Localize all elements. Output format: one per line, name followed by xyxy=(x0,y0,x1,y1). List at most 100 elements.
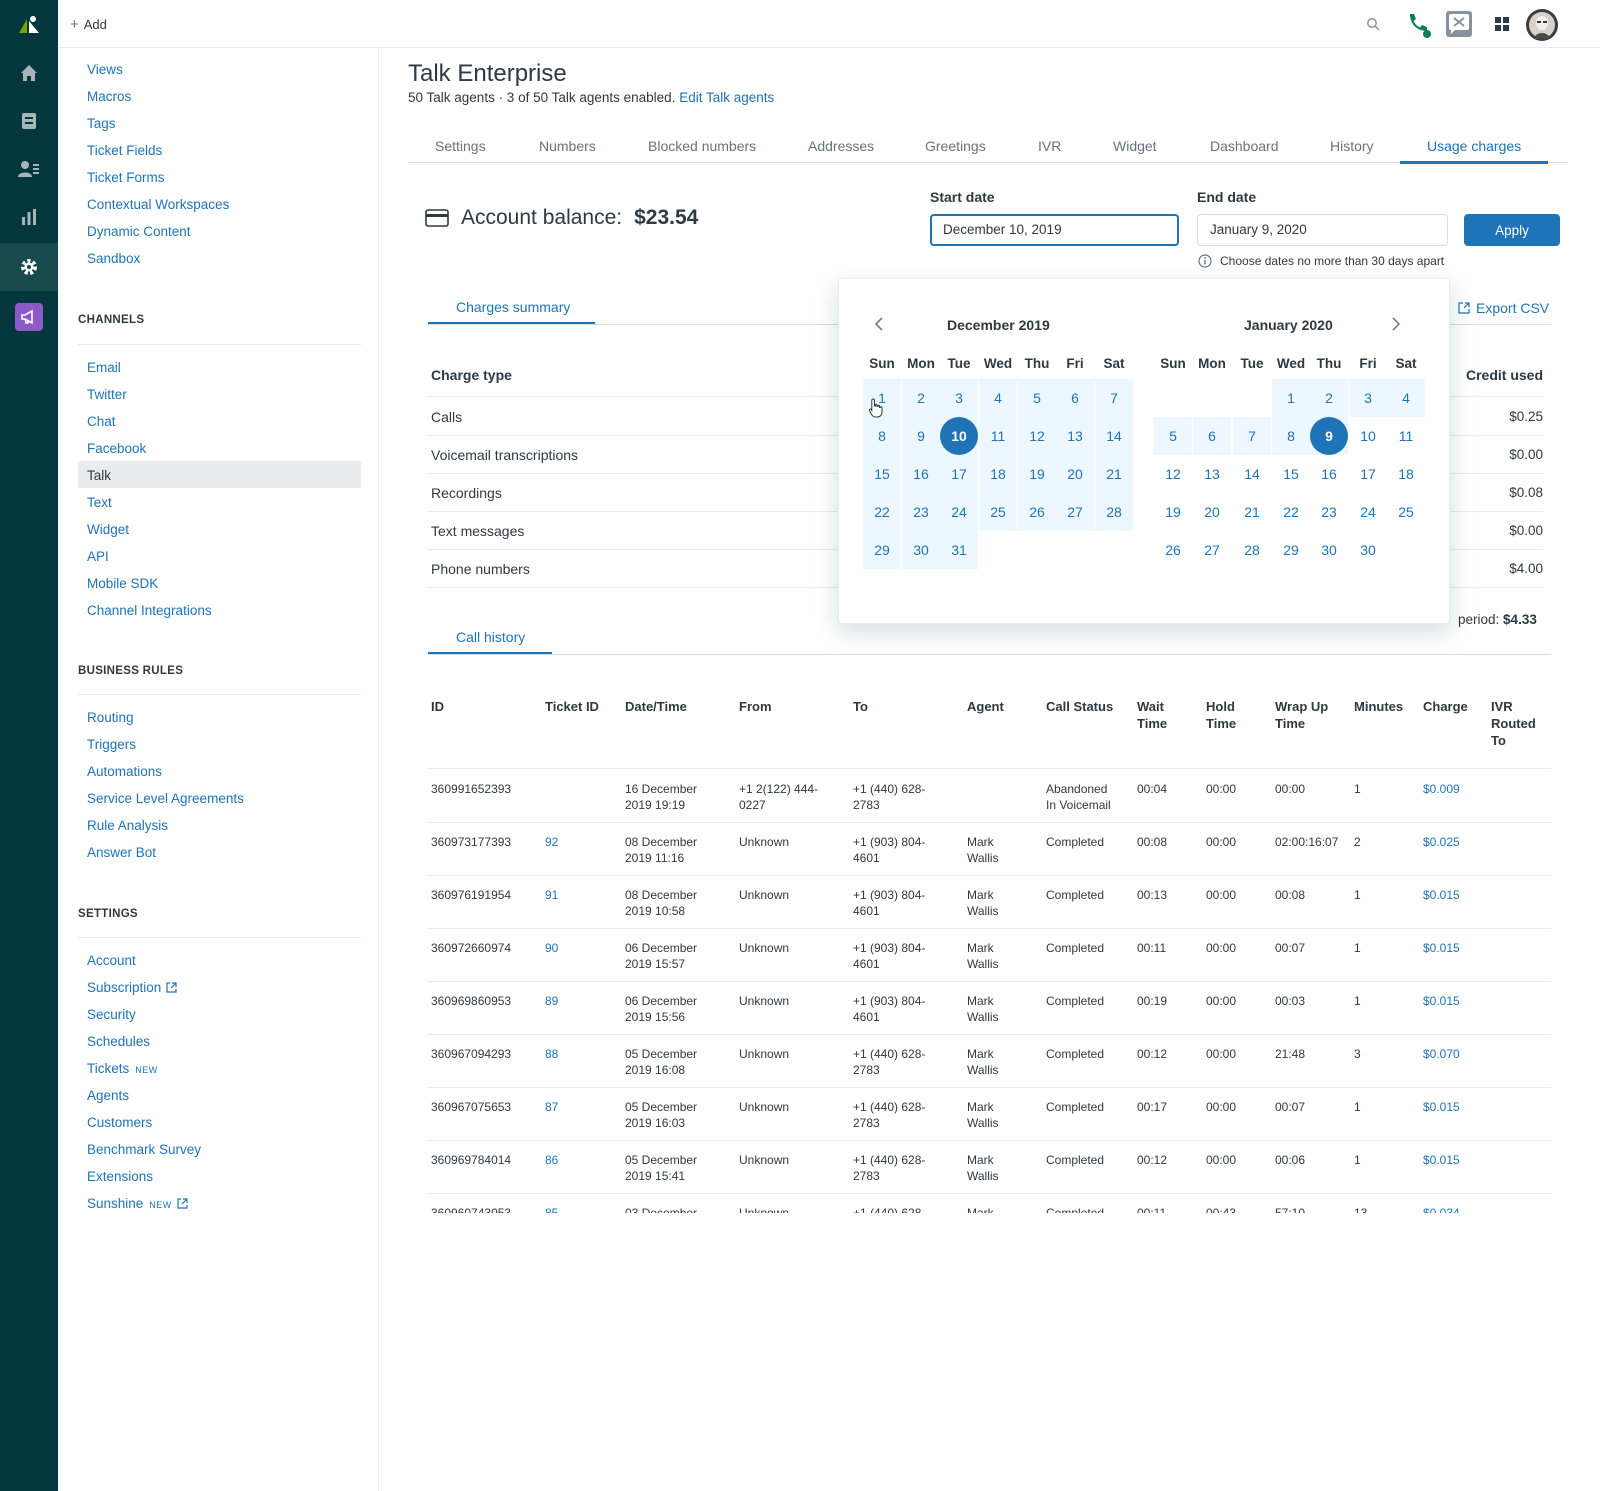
calendar-day[interactable]: 30 xyxy=(902,531,940,569)
tab-call-history[interactable]: Call history xyxy=(456,629,526,645)
views-icon[interactable] xyxy=(0,98,58,144)
tab-numbers[interactable]: Numbers xyxy=(539,138,596,154)
sidebar-item-facebook[interactable]: Facebook xyxy=(87,441,147,456)
calendar-day[interactable]: 7 xyxy=(1095,379,1133,417)
sidebar-item-schedules[interactable]: Schedules xyxy=(87,1034,151,1049)
calendar-day[interactable]: 18 xyxy=(1398,466,1414,482)
sidebar-item-routing[interactable]: Routing xyxy=(87,710,134,725)
ticket-link[interactable]: 91 xyxy=(545,888,559,902)
charge-link[interactable]: $0.009 xyxy=(1423,782,1460,796)
calendar-day[interactable]: 9 xyxy=(902,417,940,455)
calendar-day[interactable]: 20 xyxy=(1204,504,1220,520)
calendar-day[interactable]: 2 xyxy=(1310,379,1348,417)
calendar-day[interactable]: 11 xyxy=(979,417,1017,455)
calendar-day[interactable]: 6 xyxy=(1056,379,1094,417)
sidebar-item-account[interactable]: Account xyxy=(87,953,136,968)
ticket-link[interactable]: 89 xyxy=(545,994,559,1008)
end-date-input[interactable]: January 9, 2020 xyxy=(1197,214,1448,246)
calendar-day[interactable]: 14 xyxy=(1095,417,1133,455)
ticket-link[interactable]: 92 xyxy=(545,835,559,849)
sidebar-item-ticket-fields[interactable]: Ticket Fields xyxy=(87,143,163,158)
edit-talk-agents-link[interactable]: Edit Talk agents xyxy=(679,90,775,105)
sidebar-item-agents[interactable]: Agents xyxy=(87,1088,130,1103)
sidebar-item-security[interactable]: Security xyxy=(87,1007,136,1022)
calendar-day[interactable]: 12 xyxy=(1018,417,1056,455)
calendar-day[interactable]: 27 xyxy=(1204,542,1220,558)
calendar-day[interactable]: 15 xyxy=(863,455,901,493)
sidebar-item-customers[interactable]: Customers xyxy=(87,1115,153,1130)
sidebar-item-dynamic-content[interactable]: Dynamic Content xyxy=(87,224,191,239)
calendar-day[interactable]: 28 xyxy=(1244,542,1260,558)
ticket-link[interactable]: 88 xyxy=(545,1047,559,1061)
add-button[interactable]: + Add xyxy=(70,16,107,33)
calendar-day[interactable]: 3 xyxy=(1349,379,1387,417)
calendar-day[interactable]: 4 xyxy=(979,379,1017,417)
tab-usage-charges[interactable]: Usage charges xyxy=(1427,138,1522,154)
calendar-day[interactable]: 18 xyxy=(979,455,1017,493)
sidebar-item-tags[interactable]: Tags xyxy=(87,116,116,131)
calendar-day-selected[interactable]: 10 xyxy=(940,417,978,455)
tab-widget[interactable]: Widget xyxy=(1113,138,1157,154)
calendar-day-selected[interactable]: 9 xyxy=(1310,417,1348,455)
calendar-day[interactable]: 17 xyxy=(1360,466,1376,482)
sidebar-item-rule-analysis[interactable]: Rule Analysis xyxy=(87,818,169,833)
calendar-day[interactable]: 2 xyxy=(902,379,940,417)
sidebar-item-chat[interactable]: Chat xyxy=(87,414,116,429)
calendar-day[interactable]: 27 xyxy=(1056,493,1094,531)
calendar-day[interactable]: 3 xyxy=(940,379,978,417)
charge-link[interactable]: $0.015 xyxy=(1423,941,1460,955)
calendar-day[interactable]: 11 xyxy=(1398,428,1414,444)
calendar-day[interactable]: 4 xyxy=(1387,379,1425,417)
calendar-day[interactable]: 30 xyxy=(1360,542,1376,558)
calendar-day[interactable]: 5 xyxy=(1018,379,1056,417)
charge-link[interactable]: $0.070 xyxy=(1423,1047,1460,1061)
col-from[interactable]: From xyxy=(739,699,772,714)
col-wrap-up-time[interactable]: Wrap Up Time xyxy=(1275,699,1329,731)
calendar-day[interactable]: 24 xyxy=(940,493,978,531)
sidebar-item-answer-bot[interactable]: Answer Bot xyxy=(87,845,157,860)
col-minutes[interactable]: Minutes xyxy=(1354,699,1404,714)
sidebar-item-api[interactable]: API xyxy=(87,549,109,564)
col-id[interactable]: ID xyxy=(431,699,444,714)
col-datetime[interactable]: Date/Time xyxy=(625,699,687,714)
ticket-link[interactable]: 86 xyxy=(545,1153,559,1167)
ticket-link[interactable]: 87 xyxy=(545,1100,559,1114)
ticket-link[interactable]: 90 xyxy=(545,941,559,955)
calendar-day[interactable]: 29 xyxy=(863,531,901,569)
sidebar-item-twitter[interactable]: Twitter xyxy=(87,387,127,402)
start-date-input[interactable]: December 10, 2019 xyxy=(930,214,1179,246)
announcement-icon[interactable] xyxy=(0,294,58,340)
next-month-chevron-icon[interactable] xyxy=(1390,316,1402,337)
calendar-day[interactable]: 5 xyxy=(1154,417,1192,455)
calendar-day[interactable]: 8 xyxy=(863,417,901,455)
calendar-day[interactable]: 20 xyxy=(1056,455,1094,493)
calendar-day[interactable]: 28 xyxy=(1095,493,1133,531)
charge-link[interactable]: $0.015 xyxy=(1423,888,1460,902)
calendar-day[interactable]: 23 xyxy=(902,493,940,531)
calendar-day[interactable]: 1 xyxy=(1272,379,1310,417)
calendar-day[interactable]: 26 xyxy=(1165,542,1181,558)
sidebar-item-sla[interactable]: Service Level Agreements xyxy=(87,791,244,806)
sidebar-item-ticket-forms[interactable]: Ticket Forms xyxy=(87,170,165,185)
calendar-day[interactable]: 21 xyxy=(1244,504,1260,520)
col-to[interactable]: To xyxy=(853,699,868,714)
calendar-day[interactable]: 19 xyxy=(1165,504,1181,520)
calendar-day[interactable]: 15 xyxy=(1283,466,1299,482)
zendesk-logo-icon[interactable] xyxy=(0,2,58,48)
calendar-day[interactable]: 16 xyxy=(902,455,940,493)
tab-settings[interactable]: Settings xyxy=(435,138,486,154)
sidebar-item-subscription[interactable]: Subscription xyxy=(87,980,177,995)
sidebar-item-benchmark-survey[interactable]: Benchmark Survey xyxy=(87,1142,202,1157)
calendar-day[interactable]: 23 xyxy=(1321,504,1337,520)
tab-addresses[interactable]: Addresses xyxy=(808,138,875,154)
sidebar-item-sandbox[interactable]: Sandbox xyxy=(87,251,141,266)
sidebar-item-text[interactable]: Text xyxy=(87,495,112,510)
calendar-day[interactable]: 13 xyxy=(1204,466,1220,482)
calendar-day[interactable]: 30 xyxy=(1321,542,1337,558)
sidebar-item-email[interactable]: Email xyxy=(87,360,121,375)
charge-link[interactable]: $0.015 xyxy=(1423,994,1460,1008)
col-hold-time[interactable]: Hold Time xyxy=(1206,699,1237,731)
calendar-day[interactable]: 8 xyxy=(1272,417,1310,455)
talk-phone-icon[interactable] xyxy=(1404,11,1432,38)
calendar-day[interactable]: 6 xyxy=(1193,417,1231,455)
